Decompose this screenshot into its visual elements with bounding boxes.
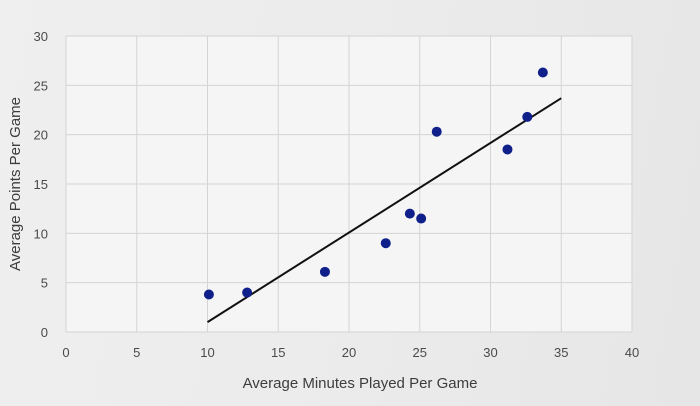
- data-point: [502, 144, 513, 155]
- y-axis-title: Average Points Per Game: [7, 97, 24, 271]
- data-point: [242, 287, 253, 298]
- data-point: [522, 111, 533, 122]
- data-points: [203, 67, 548, 300]
- y-tick-label: 25: [34, 78, 48, 93]
- x-tick-label: 25: [413, 345, 427, 360]
- y-tick-label: 0: [41, 325, 48, 340]
- x-tick-label: 30: [483, 345, 497, 360]
- gridlines: [65, 35, 633, 333]
- x-tick-labels: 0 5 10 15 20 25 30 35 40: [62, 345, 639, 360]
- y-tick-label: 20: [34, 128, 48, 143]
- data-point: [203, 289, 214, 300]
- y-tick-label: 5: [41, 276, 48, 291]
- x-tick-label: 35: [554, 345, 568, 360]
- y-tick-label: 10: [34, 226, 48, 241]
- data-point: [416, 213, 427, 224]
- x-axis-title: Average Minutes Played Per Game: [243, 375, 478, 392]
- y-tick-label: 30: [34, 29, 48, 44]
- data-point: [431, 126, 442, 137]
- trendline: [206, 97, 562, 323]
- x-tick-label: 0: [62, 345, 69, 360]
- x-tick-label: 40: [625, 345, 639, 360]
- y-tick-labels: 0 5 10 15 20 25 30: [34, 29, 48, 340]
- y-tick-label: 15: [34, 177, 48, 192]
- data-point: [380, 238, 391, 249]
- x-tick-label: 10: [200, 345, 214, 360]
- x-tick-label: 15: [271, 345, 285, 360]
- data-point: [537, 67, 548, 78]
- data-point: [319, 266, 330, 277]
- x-tick-label: 5: [133, 345, 140, 360]
- x-tick-label: 20: [342, 345, 356, 360]
- data-point: [404, 208, 415, 219]
